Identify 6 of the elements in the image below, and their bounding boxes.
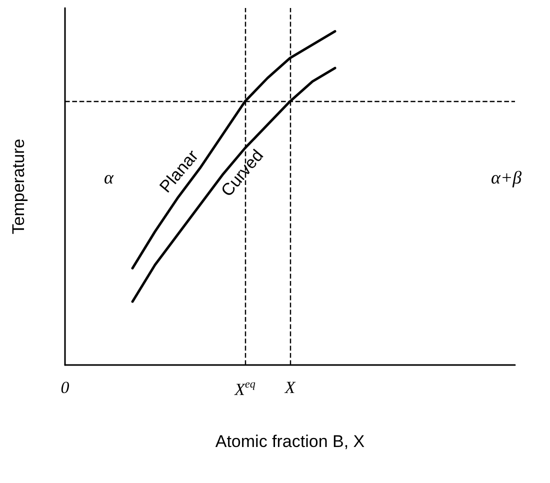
y-axis-title: Temperature [9, 138, 28, 234]
x-tick-label: 0 [60, 378, 70, 397]
annotation: α+β [491, 168, 522, 188]
annotation: α [104, 168, 114, 188]
x-axis-title: Atomic fraction B, X [215, 432, 365, 451]
x-tick-label: X [284, 378, 296, 397]
